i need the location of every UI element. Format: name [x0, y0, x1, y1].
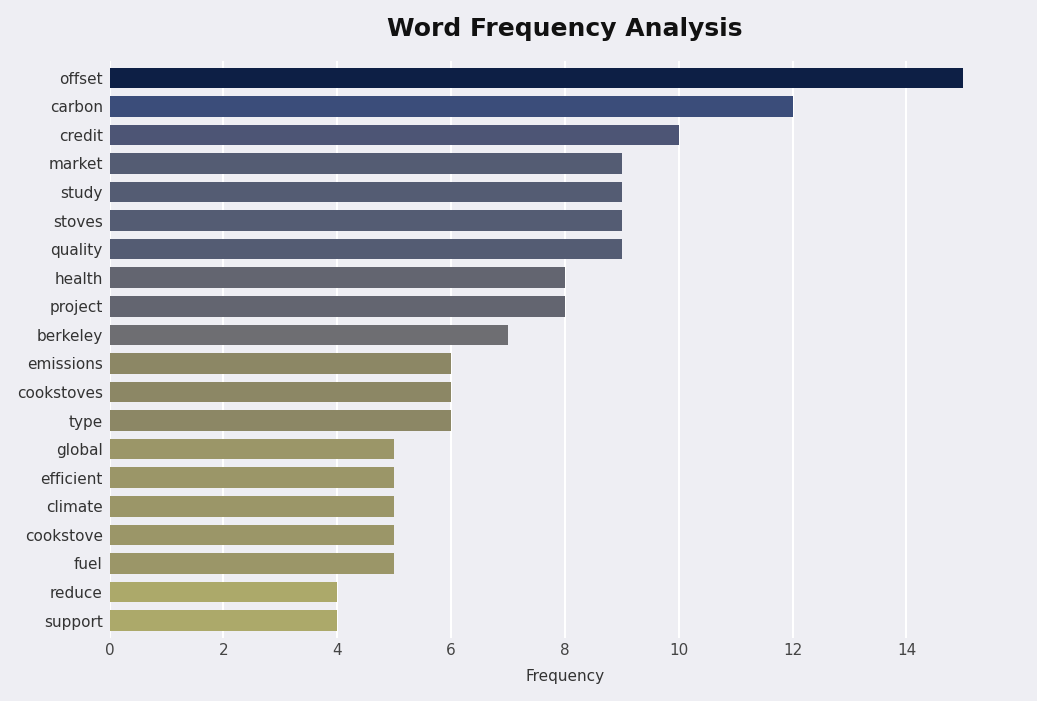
Title: Word Frequency Analysis: Word Frequency Analysis [387, 17, 742, 41]
Bar [110, 239, 622, 259]
X-axis label: Frequency: Frequency [526, 669, 605, 684]
Bar [110, 296, 565, 317]
Bar [110, 382, 451, 402]
Bar [110, 268, 565, 288]
Bar [110, 524, 394, 545]
Bar [110, 439, 394, 459]
Bar [110, 410, 451, 431]
Bar [110, 325, 508, 345]
Bar [110, 553, 394, 573]
Bar [110, 182, 622, 203]
Bar [110, 611, 337, 631]
Bar [110, 353, 451, 374]
Bar [110, 210, 622, 231]
Bar [110, 582, 337, 602]
Bar [110, 468, 394, 488]
Bar [110, 496, 394, 517]
Bar [110, 154, 622, 174]
Bar [110, 96, 792, 116]
Bar [110, 67, 963, 88]
Bar [110, 125, 679, 145]
